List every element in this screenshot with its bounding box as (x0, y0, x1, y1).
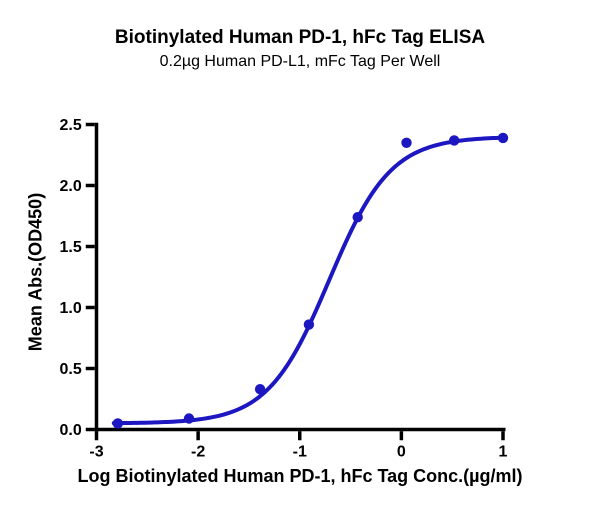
chart-title: Biotinylated Human PD-1, hFc Tag ELISA (114, 27, 486, 48)
x-axis-label: Log Biotinylated Human PD-1, hFc Tag Con… (77, 466, 523, 486)
y-tick-label: 2.0 (60, 178, 82, 195)
data-point (303, 319, 315, 330)
x-tick-label: -2 (191, 443, 205, 460)
x-tick-label: -1 (293, 443, 307, 460)
data-point (449, 135, 460, 146)
x-tick-label: -3 (89, 443, 103, 460)
chart-subtitle: 0.2µg Human PD-L1, mFc Tag Per Well (159, 53, 441, 70)
fit-curve (111, 135, 505, 426)
x-tick-label: 0 (397, 443, 406, 460)
data-point (352, 212, 363, 223)
data-point (401, 137, 412, 148)
x-tick-label: 1 (499, 443, 508, 460)
y-tick-label: 2.5 (60, 117, 82, 134)
data-point (112, 418, 124, 429)
data-point (254, 384, 266, 395)
y-tick-label: 0.5 (60, 361, 82, 378)
data-point (183, 413, 195, 424)
y-tick-label: 0.0 (60, 422, 82, 439)
y-tick-label: 1.5 (60, 239, 82, 256)
y-axis-label: Mean Abs.(OD450) (25, 192, 46, 352)
y-tick-label: 1.0 (60, 300, 82, 317)
data-point (497, 132, 509, 144)
